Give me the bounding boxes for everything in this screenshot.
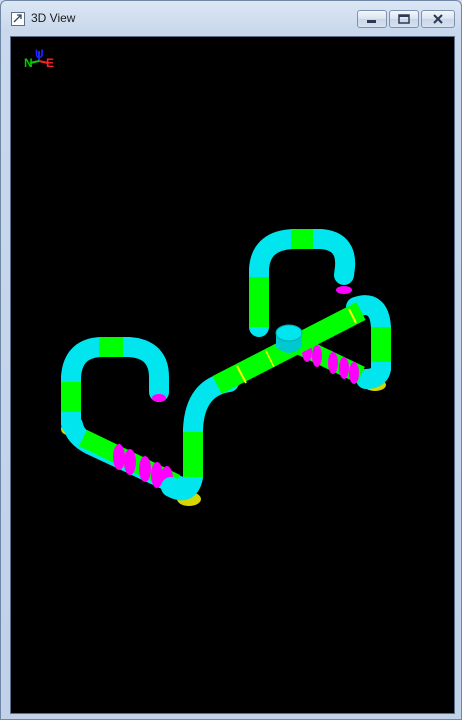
close-icon <box>433 14 443 24</box>
minimize-icon <box>367 20 376 23</box>
pipe-left-loop <box>61 337 169 434</box>
pipe-right-loop <box>249 229 356 337</box>
axis-label-east: E <box>46 56 54 70</box>
title-bar[interactable]: 3D View <box>1 1 461 35</box>
axis-triad: N U E <box>24 47 54 70</box>
weld-2 <box>348 308 357 324</box>
axis-label-up: U <box>35 47 44 61</box>
axis-label-north: N <box>24 56 33 70</box>
3d-viewport[interactable]: N U E <box>10 36 455 714</box>
piping-model <box>61 229 391 506</box>
window-title: 3D View <box>31 11 76 25</box>
app-icon <box>11 12 25 26</box>
expansion-joint-left <box>113 444 173 492</box>
restore-button[interactable] <box>389 10 419 28</box>
pipe-center-riser <box>161 372 239 501</box>
close-button[interactable] <box>421 10 455 28</box>
minimize-button[interactable] <box>357 10 387 28</box>
weld-3 <box>265 350 275 368</box>
flange-right-loop <box>336 286 352 294</box>
flange-left-loop <box>152 394 166 402</box>
weld-1 <box>236 365 247 384</box>
piping-model-canvas[interactable]: N U E <box>11 37 454 713</box>
restore-icon <box>398 14 410 24</box>
